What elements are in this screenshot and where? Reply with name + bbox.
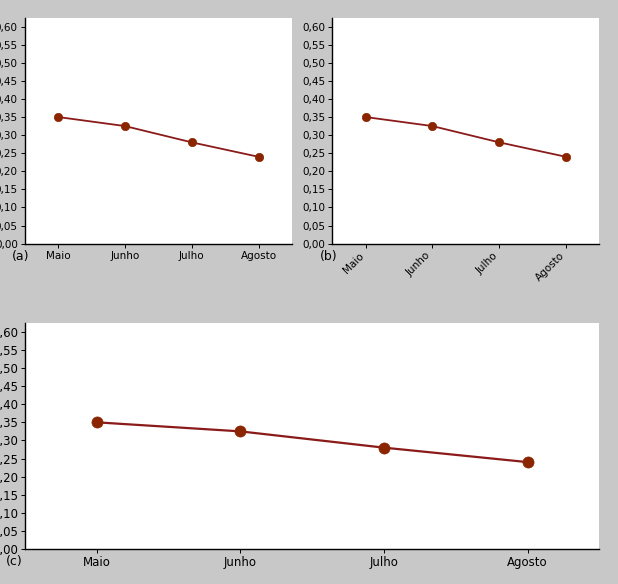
Text: (c): (c) [6,555,23,568]
Text: (a): (a) [12,249,30,262]
Text: (b): (b) [320,249,337,262]
